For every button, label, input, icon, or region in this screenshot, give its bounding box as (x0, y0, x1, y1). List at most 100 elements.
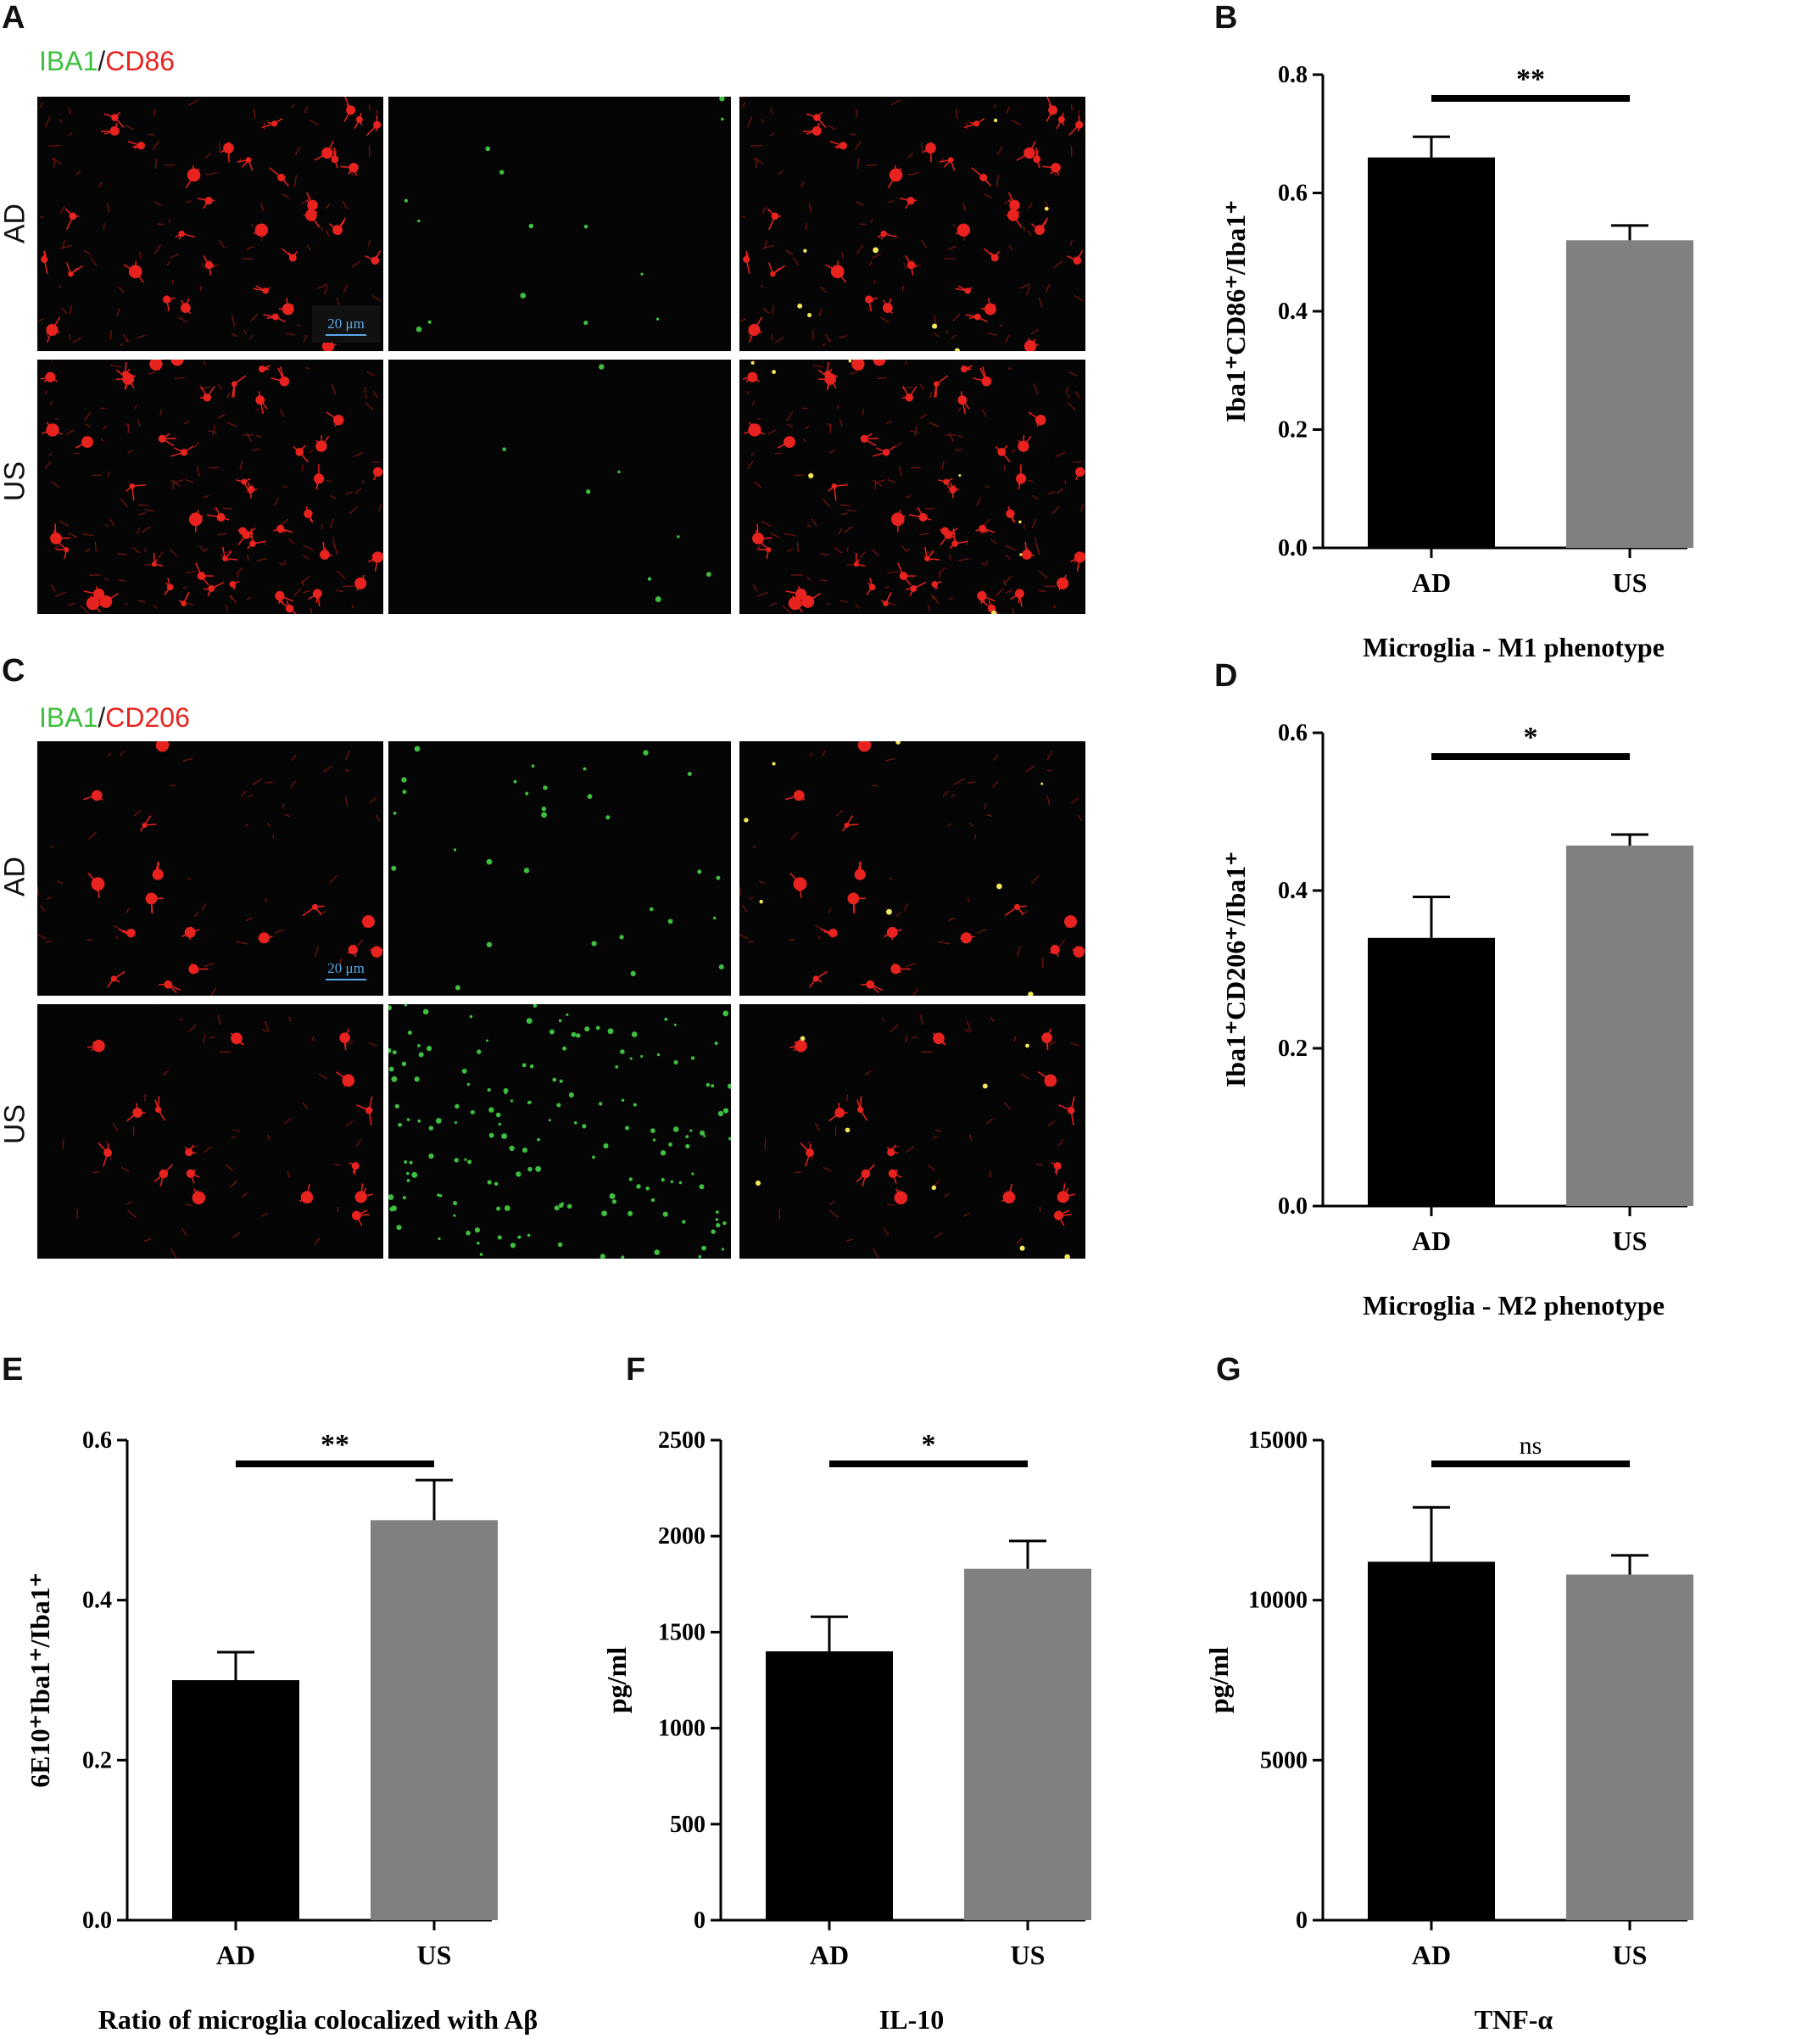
microglia-process (246, 917, 254, 921)
green-puncta (402, 790, 407, 795)
microglia-process (262, 1029, 268, 1033)
bar-ad (1368, 937, 1495, 1206)
microglia-process (1046, 796, 1051, 807)
green-puncta (549, 1029, 555, 1035)
microglia-process (203, 548, 209, 552)
microglia-cell (943, 478, 950, 485)
microglia-process (247, 596, 252, 600)
microglia-process (378, 504, 382, 512)
green-puncta (528, 223, 534, 229)
microglia-process (985, 485, 990, 489)
microglia-cell (1074, 551, 1085, 563)
green-puncta (711, 1229, 716, 1234)
microglia-process (947, 245, 957, 250)
green-puncta (673, 1060, 678, 1065)
green-puncta (716, 875, 721, 880)
microglia-process (80, 605, 90, 614)
green-puncta (477, 1049, 482, 1054)
green-puncta (583, 224, 588, 229)
microglia-cell (813, 114, 821, 121)
green-puncta (587, 794, 593, 799)
green-puncta (661, 1177, 665, 1182)
green-puncta (427, 1046, 432, 1052)
microglia-process (107, 752, 112, 757)
microglia-process (887, 601, 897, 606)
microglia-process (85, 548, 92, 552)
microglia-process (767, 429, 777, 435)
microglia-process (109, 518, 115, 527)
microglia-process (931, 595, 935, 600)
microglia-process (113, 1122, 119, 1132)
microglia-process (302, 1102, 309, 1110)
significance-label: * (1524, 722, 1538, 753)
microglia-process (75, 170, 81, 176)
microglia-process (770, 132, 775, 137)
green-puncta (954, 348, 960, 351)
microglia-process (968, 823, 973, 828)
microglia-process (1030, 328, 1040, 335)
green-puncta (583, 321, 588, 326)
green-puncta (527, 1166, 533, 1172)
panel-letter-g: G (1216, 1352, 1241, 1388)
green-puncta (543, 785, 548, 790)
microglia-process (217, 533, 227, 536)
microglia-cell (354, 577, 367, 589)
microglia-cell (1044, 1074, 1057, 1087)
microglia-process (217, 413, 226, 419)
green-puncta (558, 1019, 562, 1023)
microglia-process (1023, 226, 1025, 232)
microglia-cell (812, 126, 822, 136)
microglia-process (61, 239, 66, 249)
microglia-process (872, 479, 883, 487)
microglia-process (898, 466, 902, 477)
microglia-cell (770, 271, 776, 277)
microglia-process (153, 604, 159, 610)
microglia-process (948, 917, 956, 921)
microglia-process (225, 1164, 233, 1171)
microglia-process (976, 497, 981, 506)
green-puncta (498, 1122, 502, 1126)
microglia-process (194, 441, 200, 448)
microglia-process (1016, 946, 1021, 958)
microglia-cell (371, 946, 382, 958)
microglia-process (742, 215, 746, 218)
green-puncta (1019, 1245, 1025, 1251)
microglia-process (1011, 450, 1016, 454)
microglia-process (110, 364, 122, 368)
microglia-cell (977, 590, 987, 601)
green-puncta (404, 1159, 408, 1164)
chart-f: 0 500 1000 1500 2000 2500 AD US * pg/ml IL-10 (601, 1427, 1091, 2035)
microglia-process (46, 896, 52, 900)
microglia-cell (362, 915, 375, 929)
microglia-process (818, 308, 823, 317)
microglia-cell (99, 595, 113, 608)
microglia-process (854, 140, 862, 151)
microglia-process (196, 466, 200, 477)
microglia-cell (137, 142, 145, 150)
microglia-process (890, 1145, 901, 1149)
green-puncta (453, 848, 457, 852)
microglia-process (294, 146, 301, 156)
microglia-process (158, 551, 164, 559)
microglia-cell (828, 928, 838, 938)
microglia-cell (241, 478, 248, 485)
microglia-process (250, 313, 259, 322)
microglia-process (1035, 1164, 1043, 1166)
microglia-process (321, 226, 323, 232)
microglia-process (984, 803, 987, 809)
microglia-cell (748, 323, 761, 337)
microglia-process (254, 109, 256, 120)
bar-ad (1368, 157, 1495, 548)
microglia-process (1005, 334, 1010, 343)
microglia-process (162, 1070, 169, 1076)
microglia-process (55, 591, 66, 597)
microglia-process (992, 780, 999, 789)
y-tick-label: 0.6 (1278, 181, 1308, 207)
microglia-cell (279, 376, 290, 387)
y-tick-label: 0.4 (1278, 299, 1308, 325)
green-puncta (388, 1066, 394, 1072)
microglia-process (962, 202, 967, 211)
microglia-process (1080, 504, 1084, 512)
microglia-process (283, 560, 287, 566)
microglia-process (170, 253, 179, 259)
